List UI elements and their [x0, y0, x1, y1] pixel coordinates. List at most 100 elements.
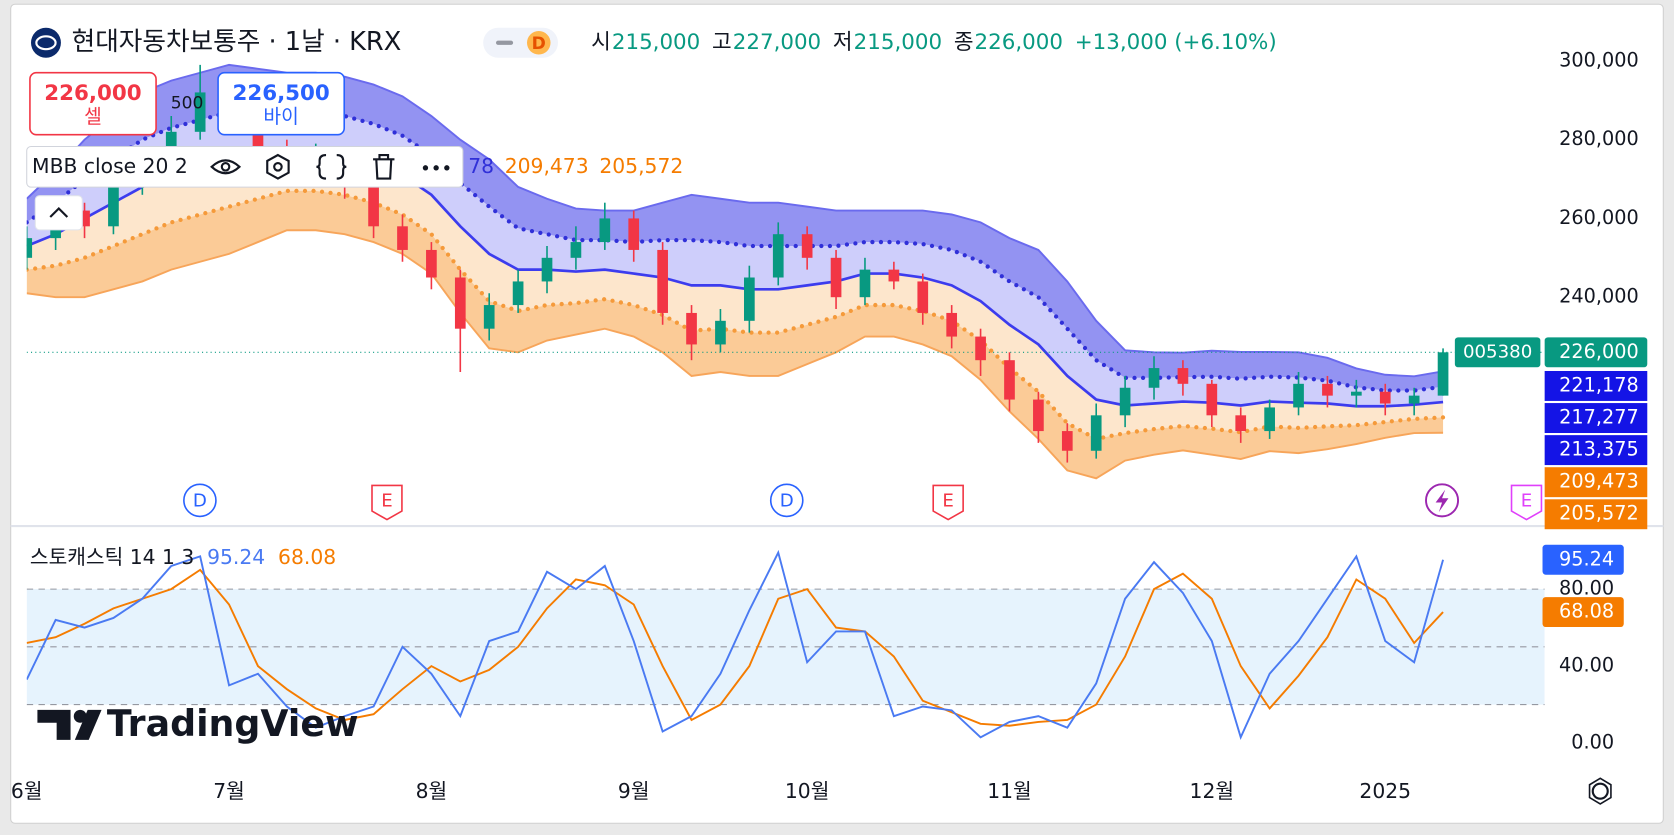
candle-body: [1061, 431, 1073, 451]
stoch-line: [26, 568, 1444, 727]
indicator-value: 209,473: [505, 154, 589, 178]
sell-label: 셀: [84, 105, 102, 128]
x-tick-label: 2025: [1359, 779, 1411, 803]
candle-body: [1004, 360, 1015, 400]
band-value-badge: [1544, 435, 1648, 466]
settings-icon[interactable]: [266, 153, 290, 180]
candle-body: [79, 210, 90, 227]
header-text: 고: [712, 30, 732, 55]
eye-icon[interactable]: [210, 159, 242, 175]
candle-body: [975, 336, 986, 361]
candle-body: [483, 305, 495, 329]
candle-body: [1351, 391, 1362, 396]
candle-body: [426, 249, 437, 278]
settings-gear[interactable]: [1591, 782, 1609, 800]
candle-body: [599, 218, 611, 243]
event-label: E: [942, 490, 953, 511]
more-dot: [444, 165, 450, 171]
candle-body: [1322, 383, 1333, 396]
stoch-value-badge: [1542, 544, 1624, 575]
candle-body: [1379, 391, 1391, 404]
header-text: 시: [591, 30, 611, 55]
logo-text: TradingView: [107, 702, 359, 745]
band-value-badge: [1544, 370, 1648, 401]
candle-body: [108, 186, 119, 227]
indicator-legend[interactable]: [26, 145, 464, 188]
candle-body: [1408, 395, 1420, 404]
stoch-legend-text: 스토캐스틱 14 1 3: [30, 545, 194, 569]
status-dash: [496, 40, 514, 45]
event-marker: [769, 483, 804, 518]
band-value-badge: [1544, 467, 1648, 498]
candle-body: [454, 277, 466, 329]
spread-label: 500: [171, 94, 204, 114]
interval-badge: [527, 31, 551, 55]
event-marker: [371, 484, 403, 521]
source-icon[interactable]: [316, 153, 347, 180]
y-tick-label: 300,000: [1559, 48, 1639, 71]
symbol-label: 005380: [1463, 341, 1532, 362]
symbol-title: 현대자동차보통주 · 1날 · KRX: [72, 27, 402, 57]
candle-body: [1437, 352, 1449, 396]
candle-body: [917, 281, 929, 313]
x-tick-label: 6월: [11, 779, 43, 803]
y-tick-label: 240,000: [1559, 285, 1639, 308]
collapse-button[interactable]: [34, 195, 83, 231]
candle-body: [512, 281, 524, 306]
delete-icon[interactable]: [373, 153, 395, 180]
event-label: D: [780, 490, 794, 511]
y-tick-label: 280,000: [1559, 127, 1639, 150]
stoch-tick-label: 0.00: [1571, 731, 1614, 754]
buy-button[interactable]: [217, 71, 346, 136]
stoch-legend-text: 68.08: [278, 545, 336, 569]
header-text: 저: [833, 30, 853, 55]
logo-mark-dot: [73, 709, 87, 723]
band-value-badge: [1544, 403, 1648, 434]
indicator-name: MBB close 20 2: [32, 154, 188, 178]
event-label: D: [193, 490, 207, 511]
candle-body: [859, 269, 871, 298]
x-tick-label: 7월: [213, 779, 245, 803]
sell-price: 226,000: [44, 81, 141, 106]
band-value-label: 217,277: [1559, 406, 1639, 429]
band-value-label: 209,473: [1559, 470, 1639, 493]
candle-body: [801, 234, 813, 258]
event-marker: [183, 483, 217, 518]
band-line: [26, 63, 1444, 378]
candle-body: [744, 277, 755, 321]
stoch-tick-label: 80.00: [1559, 577, 1614, 600]
more-dot: [433, 165, 439, 171]
header-text: 227,000: [733, 30, 821, 55]
header-text: 226,000: [975, 30, 1063, 55]
candle-body: [830, 257, 842, 298]
candle-body: [772, 234, 784, 278]
symbol-badge: [1454, 337, 1541, 368]
price-label: 226,000: [1559, 340, 1639, 363]
header-text: 215,000: [612, 30, 700, 55]
band-fill: [26, 112, 1444, 407]
header-text: 종: [954, 30, 974, 55]
price-badge: [1544, 337, 1648, 368]
logo-mark: [37, 709, 71, 740]
event-label: E: [1521, 490, 1532, 511]
more-dot: [422, 165, 429, 171]
event-marker: [932, 484, 964, 521]
event-label: E: [381, 490, 392, 511]
candle-body: [1119, 387, 1131, 416]
symbol-logo-mark: [35, 35, 57, 51]
more-icon[interactable]: [422, 165, 450, 171]
candle-body: [888, 269, 900, 282]
sell-button[interactable]: [29, 71, 157, 136]
band-dotted-line: [26, 188, 1446, 442]
candle-body: [715, 320, 726, 345]
symbol-logo: [31, 27, 61, 58]
overlay: 현대자동차보통주 · 1날 · KRX D 226,000 셀 500 226,…: [11, 27, 1648, 805]
candle-body: [368, 186, 379, 227]
band-value-label: 221,178: [1559, 373, 1639, 396]
stoch-value-badge: [1542, 597, 1624, 628]
candle-body: [541, 257, 553, 282]
x-tick-label: 12월: [1190, 779, 1235, 803]
